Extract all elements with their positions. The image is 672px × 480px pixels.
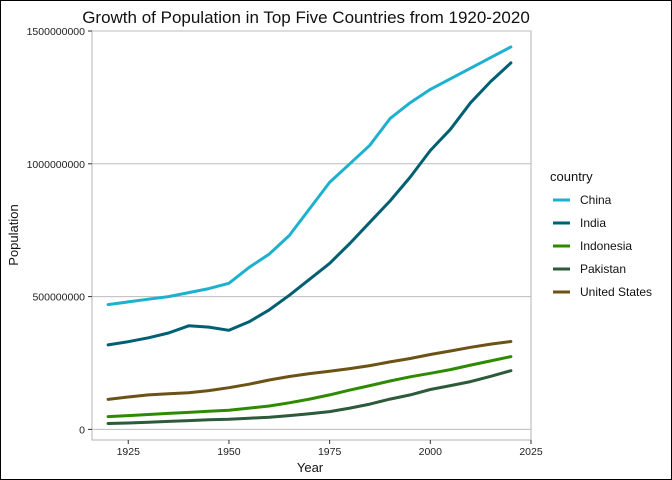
- legend-label: Indonesia: [580, 239, 632, 253]
- y-tick-label: 1500000000: [27, 26, 86, 38]
- legend-label: China: [580, 193, 612, 207]
- x-tick-label: 1950: [217, 446, 241, 458]
- y-tick-label: 0: [79, 424, 85, 436]
- series-lines: [106, 45, 513, 425]
- series-line-united-states: [106, 340, 513, 401]
- y-axis-title: Population: [6, 204, 21, 265]
- legend-title: country: [550, 169, 593, 184]
- series-line-china: [106, 45, 513, 307]
- series-line-pakistan: [106, 369, 513, 425]
- x-tick-label: 1925: [117, 446, 141, 458]
- series-line-india: [106, 61, 513, 347]
- y-tick-label: 1000000000: [27, 159, 86, 171]
- y-tick-label: 500000000: [32, 292, 85, 304]
- legend-label: Pakistan: [580, 262, 626, 276]
- legend-label: United States: [580, 285, 652, 299]
- plot-panel: [91, 30, 532, 441]
- series-line-indonesia: [106, 355, 513, 419]
- x-tick-label: 2025: [519, 446, 543, 458]
- chart-title: Growth of Population in Top Five Countri…: [82, 8, 530, 27]
- legend-label: India: [580, 216, 606, 230]
- x-tick-label: 2000: [419, 446, 443, 458]
- x-axis-title: Year: [297, 460, 324, 475]
- axes: 0 500000000 1000000000 1500000000 1925 1950 19…: [27, 26, 543, 458]
- legend: country China India Indonesia Pakistan Unite…: [550, 169, 652, 299]
- x-tick-label: 1975: [318, 446, 342, 458]
